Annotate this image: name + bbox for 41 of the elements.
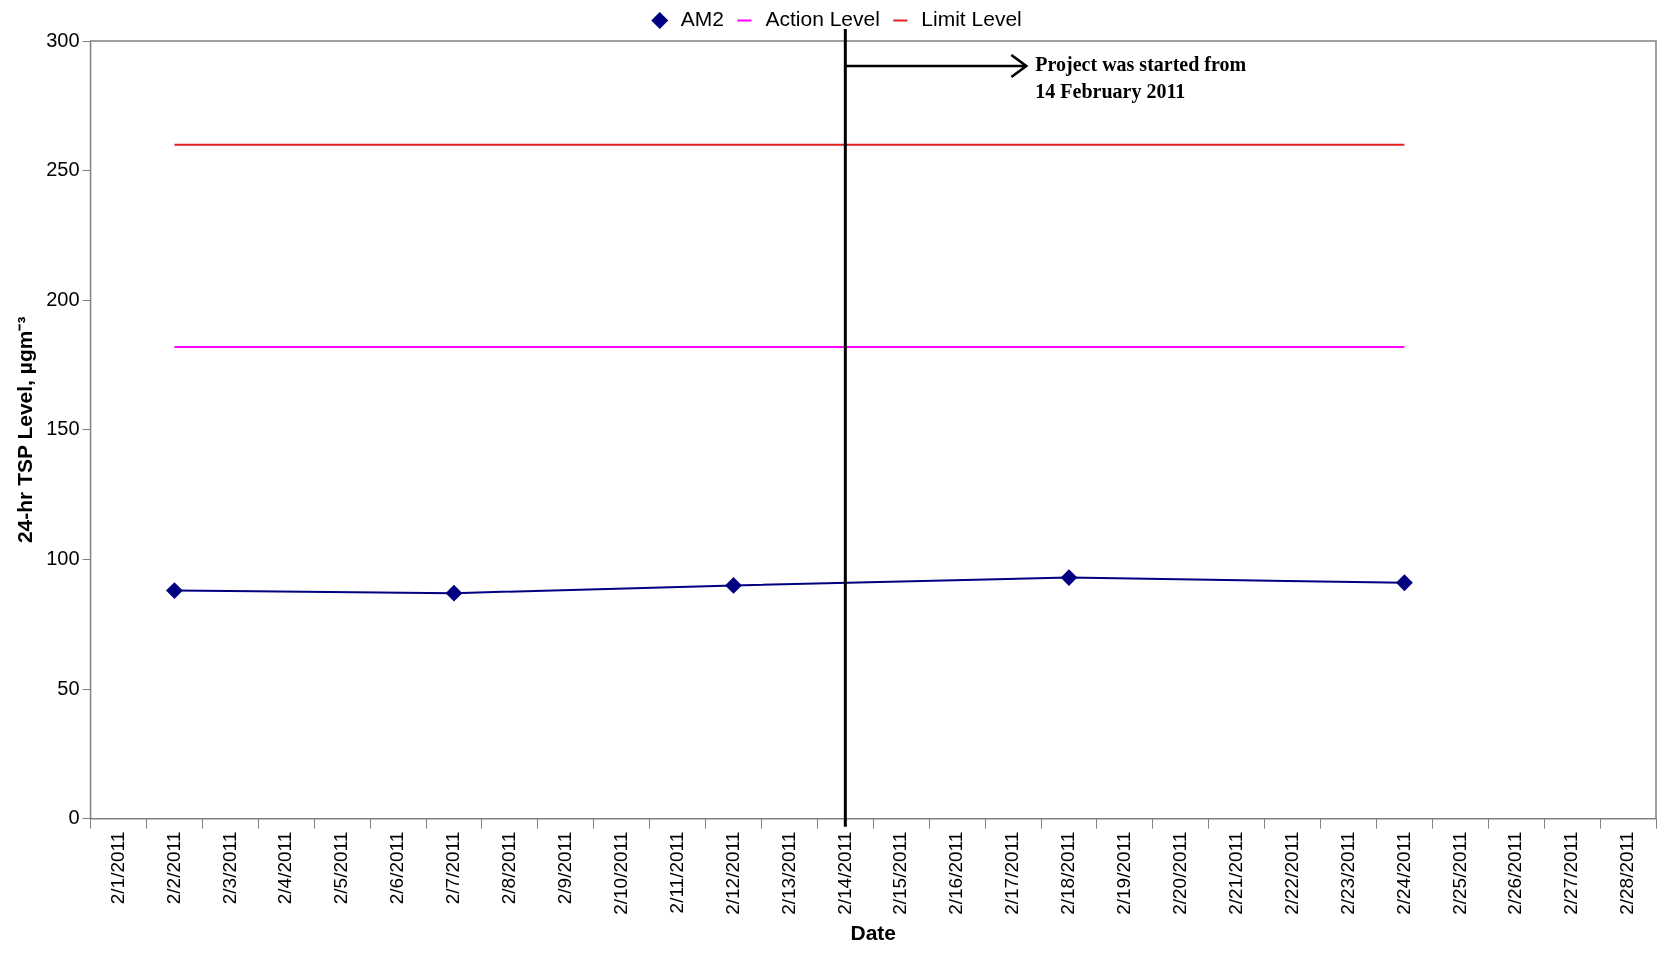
- ref-line-label: Project was started from 14 February 2011: [1035, 53, 1247, 104]
- x-tick-label: 2/27/2011: [1560, 831, 1582, 915]
- x-tick-label: 2/12/2011: [721, 831, 743, 915]
- x-tick-label: 2/13/2011: [777, 831, 799, 915]
- x-tick-label: 2/19/2011: [1113, 831, 1135, 915]
- x-tick-label: 2/3/2011: [218, 831, 240, 905]
- x-tick-label: 2/9/2011: [554, 831, 576, 905]
- x-tick-label: 2/15/2011: [889, 831, 911, 915]
- y-tick-label: 300: [46, 28, 80, 51]
- x-tick-label: 2/26/2011: [1504, 831, 1526, 915]
- x-tick-label: 2/7/2011: [442, 831, 464, 905]
- x-tick-label: 2/11/2011: [665, 831, 687, 914]
- x-tick-label: 2/8/2011: [498, 831, 520, 905]
- legend-label: AM2: [680, 7, 724, 31]
- x-axis-title: Date: [850, 921, 897, 945]
- x-tick-label: 2/16/2011: [945, 831, 967, 915]
- x-tick-label: 2/24/2011: [1392, 831, 1414, 915]
- legend-label: Action Level: [765, 7, 880, 31]
- x-tick-label: 2/4/2011: [274, 831, 296, 905]
- x-tick-label: 2/28/2011: [1616, 831, 1638, 915]
- x-tick-label: 2/14/2011: [833, 831, 855, 915]
- x-tick-label: 2/21/2011: [1224, 831, 1246, 915]
- x-tick-label: 2/17/2011: [1001, 831, 1023, 915]
- x-tick-label: 2/20/2011: [1169, 831, 1191, 915]
- y-tick-label: 150: [46, 417, 80, 440]
- x-tick-label: 2/10/2011: [609, 831, 631, 915]
- y-tick-label: 50: [57, 676, 80, 699]
- y-tick-label: 200: [46, 287, 80, 310]
- y-tick-label: 100: [46, 546, 80, 569]
- y-tick-label: 250: [46, 158, 80, 181]
- x-tick-label: 2/18/2011: [1057, 831, 1079, 915]
- x-tick-label: 2/6/2011: [386, 831, 408, 905]
- x-tick-label: 2/25/2011: [1448, 831, 1470, 915]
- x-tick-label: 2/5/2011: [330, 831, 352, 905]
- x-tick-label: 2/23/2011: [1336, 831, 1358, 915]
- y-tick-label: 0: [68, 806, 80, 829]
- legend-label: Limit Level: [921, 7, 1022, 31]
- x-tick-label: 2/2/2011: [162, 831, 184, 905]
- x-tick-label: 2/22/2011: [1280, 831, 1302, 915]
- x-tick-label: 2/1/2011: [106, 831, 128, 905]
- y-axis-title: 24-hr TSP Level, µgm⁻³: [13, 316, 37, 544]
